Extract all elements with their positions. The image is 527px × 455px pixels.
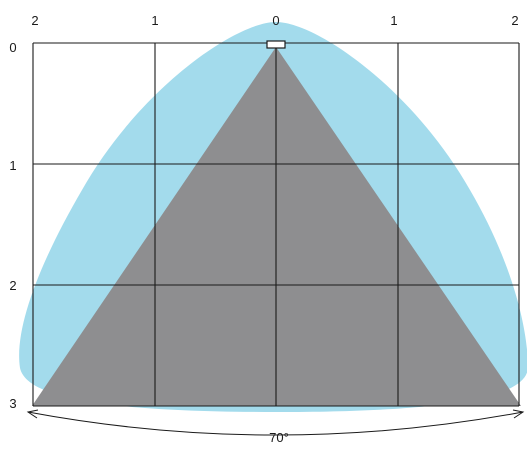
left-axis-label: 0: [9, 40, 16, 55]
grid: [32, 42, 520, 407]
top-axis-label: 0: [272, 13, 279, 28]
angle-arc: [27, 411, 524, 436]
top-axis-label: 2: [31, 13, 38, 28]
arrow-right-icon: [512, 409, 525, 419]
top-axis-label: 1: [151, 13, 158, 28]
top-axis-label: 1: [390, 13, 397, 28]
angle-label: 70°: [269, 430, 289, 445]
double-arrow-arc-icon: [26, 409, 525, 436]
sensor-icon: [266, 40, 286, 49]
left-axis-label: 3: [9, 396, 16, 411]
left-axis-label: 2: [9, 278, 16, 293]
left-axis-label: 1: [9, 158, 16, 173]
top-axis: 2 1 0 1 2: [31, 13, 518, 28]
left-axis: 0 1 2 3: [9, 40, 16, 411]
arrow-left-icon: [26, 409, 39, 419]
top-axis-label: 2: [511, 13, 518, 28]
